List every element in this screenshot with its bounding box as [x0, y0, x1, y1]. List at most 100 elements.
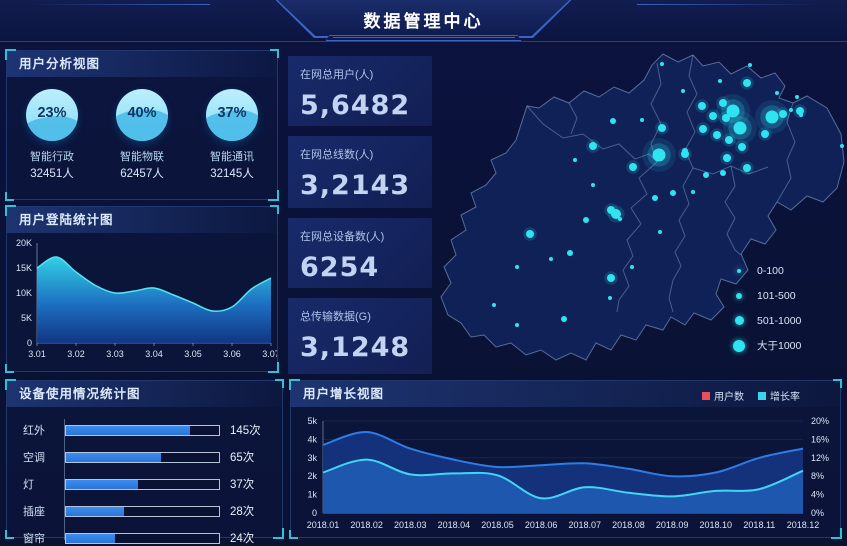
gauge-circle: 23%	[26, 89, 78, 141]
map-data-point	[492, 303, 496, 307]
map-data-point	[658, 230, 662, 234]
header-strip-decoration	[325, 35, 522, 41]
right-axis-tick-label: 16%	[811, 434, 829, 444]
map-data-point	[726, 104, 740, 118]
gauge-circle: 40%	[116, 89, 168, 141]
page-title: 数据管理中心	[363, 12, 484, 31]
x-axis-tick-label: 2018.05	[481, 520, 514, 530]
x-axis-tick-label: 2018.07	[569, 520, 602, 530]
bar-row: 插座 28次	[23, 501, 270, 521]
header-accent-line	[30, 4, 210, 5]
map-data-point	[658, 124, 666, 132]
login-area-fill	[37, 256, 271, 343]
bar-value-label: 24次	[230, 533, 255, 545]
map-data-point	[725, 136, 733, 144]
growth-rate-area-fill	[323, 459, 803, 513]
bar-category-label: 窗帘	[23, 533, 45, 545]
legend-label: 用户数	[714, 392, 744, 403]
bar-track[interactable]	[65, 532, 220, 544]
right-axis-tick-label: 8%	[811, 471, 824, 481]
map-data-point	[589, 142, 597, 150]
region-map: 0-100 101-500 501-1000 大于1000	[435, 46, 847, 378]
map-legend-dot	[737, 268, 741, 273]
stat-card-value: 3,2143	[300, 170, 411, 201]
bar-fill	[66, 479, 138, 489]
map-legend-item[interactable]: 大于1000	[731, 333, 801, 358]
map-data-point	[573, 158, 577, 162]
legend-swatch	[702, 391, 710, 400]
map-data-point	[608, 296, 612, 300]
map-data-point	[709, 112, 717, 120]
x-axis-tick-label: 2018.09	[656, 520, 689, 530]
bar-fill	[66, 506, 125, 516]
bar-track[interactable]	[65, 478, 220, 490]
map-data-point	[733, 121, 747, 135]
left-axis-tick-label: 0	[312, 508, 317, 518]
map-data-point	[640, 118, 644, 122]
gauge-item: 37% 智能通讯 32145人	[190, 89, 274, 181]
map-data-point	[698, 102, 706, 110]
x-axis-tick-label: 2018.06	[525, 520, 558, 530]
map-data-point	[748, 63, 752, 67]
map-legend-dot	[734, 316, 744, 325]
panel-title-user-growth: 用户增长视图	[291, 381, 840, 407]
x-axis-tick-label: 2018.02	[350, 520, 383, 530]
growth-chart-legend[interactable]: 用户数 增长率	[702, 388, 800, 403]
stat-card: 在网总线数(人) 3,2143	[288, 136, 432, 208]
y-axis-tick-label: 20K	[16, 238, 32, 248]
map-legend-item[interactable]: 101-500	[731, 283, 801, 308]
gauge-percent: 37%	[217, 105, 247, 121]
login-area-line	[36, 256, 272, 312]
x-axis-tick-label: 3.02	[67, 349, 85, 359]
map-data-point	[670, 190, 676, 196]
bar-track[interactable]	[65, 451, 220, 463]
legend-item[interactable]: 用户数	[702, 388, 744, 403]
map-data-point	[779, 110, 787, 118]
map-scatter-points	[492, 62, 844, 327]
left-axis-tick-label: 1k	[307, 490, 317, 500]
right-axis-tick-label: 4%	[811, 490, 824, 500]
map-data-point	[743, 79, 751, 87]
map-legend-item[interactable]: 0-100	[731, 258, 801, 283]
map-data-point	[607, 274, 615, 282]
gauge-item: 40% 智能物联 62457人	[100, 89, 184, 181]
login-area-chart[interactable]: 0 5K 10K 15K 20K 3.01 3.02 3.03 3.04 3.05 3.06 3.07	[7, 233, 280, 371]
left-axis-tick-label: 2k	[307, 471, 317, 481]
x-axis-tick-label: 2018.01	[307, 520, 340, 530]
map-legend-label: 101-500	[757, 289, 796, 302]
panel-user-analysis: 用户分析视图 23% 智能行政 32451人 40% 智能物联 62457人 37% 智能通讯…	[5, 49, 279, 201]
panel-title-login-stats: 用户登陆统计图	[7, 207, 277, 233]
map-legend-dot	[733, 339, 745, 352]
map-legend-dot-column	[731, 292, 747, 299]
map-legend-label: 0-100	[757, 264, 784, 277]
x-axis-tick-label: 2018.11	[743, 520, 775, 530]
bar-track[interactable]	[65, 424, 220, 436]
map-data-point	[660, 62, 664, 66]
bar-value-label: 65次	[230, 452, 255, 464]
left-axis-tick-label: 3k	[307, 453, 317, 463]
header-trapezoid	[277, 0, 570, 36]
map-data-point	[765, 110, 779, 124]
right-axis-tick-label: 20%	[811, 416, 829, 426]
x-axis-tick-label: 2018.10	[699, 520, 732, 530]
bar-fill	[66, 533, 115, 543]
map-data-point	[713, 131, 721, 139]
stat-card-label: 在网总线数(人)	[300, 149, 374, 161]
stat-card: 在网总设备数(人) 6254	[288, 218, 432, 288]
map-canvas[interactable]	[435, 46, 847, 378]
map-legend-item[interactable]: 501-1000	[731, 308, 801, 333]
stat-card: 总传输数据(G) 3,1248	[288, 298, 432, 374]
y-axis-tick-label: 5K	[21, 313, 32, 323]
x-axis-tick-label: 3.07	[262, 349, 277, 359]
map-data-point	[561, 316, 567, 322]
gauge-label: 智能通讯	[210, 151, 254, 163]
growth-rate-line	[322, 458, 804, 500]
map-legend-dot-column	[731, 268, 747, 273]
map-data-point	[549, 257, 553, 261]
stat-card-label: 在网总设备数(人)	[300, 231, 385, 243]
growth-area-chart[interactable]: 0 0% 1k 4% 2k 8% 3k 12% 4k 16% 5k 20% 2018.01 2018.02…	[291, 407, 840, 537]
bar-track[interactable]	[65, 505, 220, 517]
bar-category-label: 插座	[23, 506, 45, 518]
legend-item[interactable]: 增长率	[758, 388, 800, 403]
right-axis-tick-label: 12%	[811, 453, 829, 463]
